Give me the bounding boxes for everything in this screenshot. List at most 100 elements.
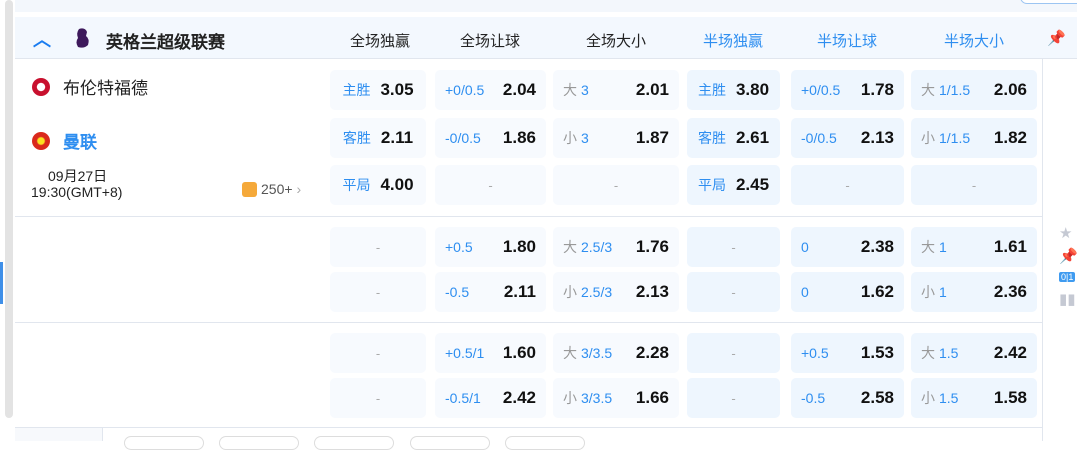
odds-cell[interactable]: -0.5/1 2.42 bbox=[435, 378, 546, 418]
over-under-label: 小 bbox=[921, 390, 935, 406]
over-under-label: 小 bbox=[563, 284, 577, 300]
odds-cell[interactable]: 0 1.62 bbox=[791, 272, 904, 312]
odds-cell[interactable]: 0 2.38 bbox=[791, 227, 904, 267]
odds-cell[interactable]: +0/0.5 1.78 bbox=[791, 70, 904, 110]
odds-cell[interactable]: 小 1.5 1.58 bbox=[911, 378, 1037, 418]
odds-cell[interactable]: 大 1 1.61 bbox=[911, 227, 1037, 267]
handicap-label: -0.5 bbox=[801, 390, 826, 406]
odds-cell[interactable]: 大 3/3.5 2.28 bbox=[553, 333, 679, 373]
odds-cell[interactable]: 主胜 3.05 bbox=[330, 70, 426, 110]
odds-cell[interactable]: 主胜 3.80 bbox=[687, 70, 780, 110]
odds-cell[interactable]: - bbox=[553, 165, 679, 205]
odds-cell[interactable]: 小 1 2.36 bbox=[911, 272, 1037, 312]
home-team[interactable]: 布伦特福德 bbox=[32, 74, 148, 99]
score-icon[interactable]: 0|1 bbox=[1059, 272, 1076, 282]
odds-cell[interactable]: 小 1/1.5 1.82 bbox=[911, 118, 1037, 158]
odds-cell[interactable]: 小 3/3.5 1.66 bbox=[553, 378, 679, 418]
match-panel bbox=[15, 59, 1043, 441]
match-date: 09月27日 bbox=[48, 168, 108, 184]
odds-cell[interactable]: - bbox=[330, 378, 426, 418]
odds-cell[interactable]: 小 3 1.87 bbox=[553, 118, 679, 158]
odds-value: 2.58 bbox=[860, 388, 894, 407]
odds-cell[interactable]: 平局 2.45 bbox=[687, 165, 780, 205]
column-header: 半场大小 bbox=[943, 33, 1004, 50]
odds-cell[interactable]: -0.5 2.58 bbox=[791, 378, 904, 418]
odds-cell[interactable]: 大 1.5 2.42 bbox=[911, 333, 1037, 373]
handicap-label: +0/0.5 bbox=[445, 82, 485, 98]
over-under-label: 小 bbox=[921, 284, 935, 300]
left-scrollbar[interactable] bbox=[0, 0, 15, 441]
odds-cell[interactable]: - bbox=[330, 272, 426, 312]
filter-pill[interactable] bbox=[410, 436, 490, 450]
odds-cell[interactable]: - bbox=[687, 272, 780, 312]
odds-cell[interactable]: +0.5 1.80 bbox=[435, 227, 546, 267]
odds-cell[interactable]: 客胜 2.61 bbox=[687, 118, 780, 158]
handicap-label: 平局 bbox=[342, 177, 371, 193]
handicap-label: 1.5 bbox=[939, 345, 959, 361]
odds-value: 1.53 bbox=[860, 343, 894, 362]
odds-value: 2.36 bbox=[993, 282, 1027, 301]
odds-cell[interactable]: - bbox=[791, 165, 904, 205]
odds-cell[interactable]: 大 3 2.01 bbox=[553, 70, 679, 110]
odds-cell[interactable]: -0/0.5 2.13 bbox=[791, 118, 904, 158]
handicap-label: -0.5/1 bbox=[445, 390, 481, 406]
odds-cell[interactable]: 客胜 2.11 bbox=[330, 118, 426, 158]
odds-cell[interactable]: - bbox=[687, 227, 780, 267]
stats-icon[interactable]: ▮▮ bbox=[1059, 291, 1076, 308]
odds-cell[interactable]: 大 1/1.5 2.06 bbox=[911, 70, 1037, 110]
odds-cell[interactable]: - bbox=[330, 227, 426, 267]
odds-value: 1.78 bbox=[860, 80, 894, 99]
odds-cell[interactable]: - bbox=[911, 165, 1037, 205]
over-under-label: 大 bbox=[921, 239, 935, 255]
column-header: 半场独赢 bbox=[702, 33, 763, 50]
handicap-label: +0.5/1 bbox=[445, 345, 485, 361]
away-team[interactable]: 曼联 bbox=[32, 128, 97, 153]
handicap-label: 3 bbox=[581, 82, 589, 98]
handicap-label: 客胜 bbox=[342, 130, 371, 146]
odds-cell[interactable]: - bbox=[687, 333, 780, 373]
handicap-label: 客胜 bbox=[697, 130, 726, 146]
odds-value: 1.60 bbox=[502, 343, 536, 362]
filter-pill[interactable] bbox=[124, 436, 204, 450]
odds-cell[interactable]: +0.5 1.53 bbox=[791, 333, 904, 373]
pin-icon[interactable]: 📌 bbox=[1047, 30, 1066, 47]
odds-cell[interactable]: +0.5/1 1.60 bbox=[435, 333, 546, 373]
over-under-label: 大 bbox=[563, 239, 577, 255]
column-header: 半场让球 bbox=[816, 33, 877, 50]
odds-value: 2.42 bbox=[993, 343, 1027, 362]
more-markets-link[interactable]: 250+ › bbox=[242, 181, 301, 197]
odds-cell[interactable]: -0.5 2.11 bbox=[435, 272, 546, 312]
over-under-label: 大 bbox=[921, 345, 935, 361]
odds-cell[interactable]: - bbox=[330, 333, 426, 373]
over-under-label: 小 bbox=[563, 130, 577, 146]
filter-pill[interactable] bbox=[505, 436, 585, 450]
odds-value: 4.00 bbox=[380, 175, 414, 194]
empty-odds: - bbox=[375, 345, 381, 361]
odds-cell[interactable]: 大 2.5/3 1.76 bbox=[553, 227, 679, 267]
handicap-label: 1.5 bbox=[939, 390, 959, 406]
collapse-chevron-icon[interactable]: ︿ bbox=[33, 30, 51, 50]
over-under-label: 小 bbox=[563, 390, 577, 406]
empty-odds: - bbox=[971, 177, 977, 193]
odds-cell[interactable]: - bbox=[687, 378, 780, 418]
odds-cell[interactable]: 平局 4.00 bbox=[330, 165, 426, 205]
odds-cell[interactable]: - bbox=[435, 165, 546, 205]
filter-pill[interactable] bbox=[219, 436, 299, 450]
handicap-label: 1 bbox=[939, 239, 947, 255]
empty-odds: - bbox=[731, 390, 736, 406]
odds-value: 1.86 bbox=[502, 128, 536, 147]
handicap-label: 2.5/3 bbox=[581, 284, 613, 300]
star-icon[interactable]: ★ bbox=[1059, 225, 1073, 242]
handicap-label: 3/3.5 bbox=[581, 345, 613, 361]
odds-cell[interactable]: +0/0.5 2.04 bbox=[435, 70, 546, 110]
odds-cell[interactable]: 小 2.5/3 2.13 bbox=[553, 272, 679, 312]
empty-odds: - bbox=[488, 177, 493, 193]
odds-cell[interactable]: -0/0.5 1.86 bbox=[435, 118, 546, 158]
empty-odds: - bbox=[613, 177, 619, 193]
handicap-label: 0 bbox=[801, 239, 809, 255]
pin-icon[interactable]: 📌 bbox=[1059, 248, 1077, 265]
column-header: 全场大小 bbox=[585, 33, 646, 50]
odds-value: 2.13 bbox=[860, 128, 894, 147]
odds-value: 2.42 bbox=[502, 388, 536, 407]
filter-pill[interactable] bbox=[314, 436, 394, 450]
